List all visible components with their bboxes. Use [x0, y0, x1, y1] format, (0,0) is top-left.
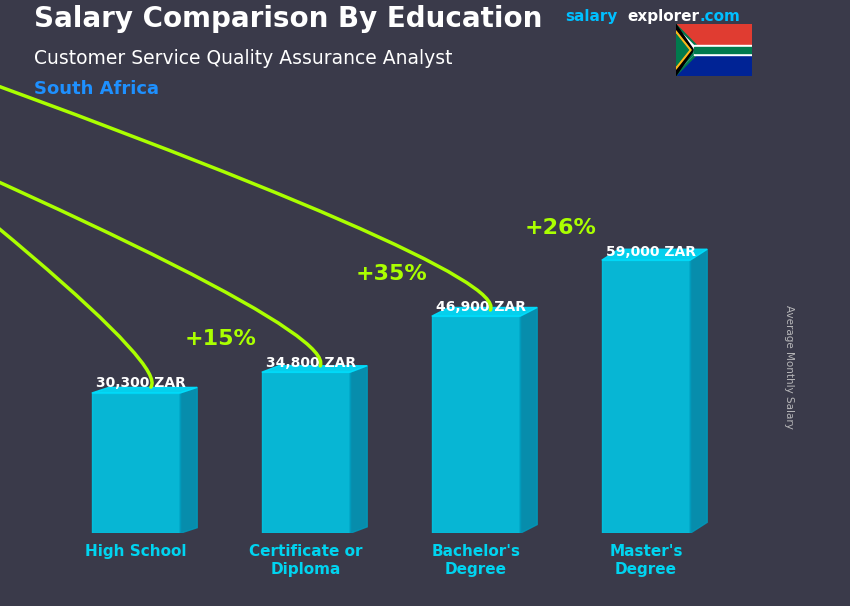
Text: 59,000 ZAR: 59,000 ZAR: [606, 245, 696, 259]
Bar: [694, 45, 752, 55]
Text: .com: .com: [700, 9, 740, 24]
Text: +26%: +26%: [525, 218, 597, 238]
Text: salary: salary: [565, 9, 618, 24]
Text: +15%: +15%: [185, 329, 257, 349]
Polygon shape: [602, 260, 690, 533]
Polygon shape: [262, 372, 350, 533]
Polygon shape: [676, 34, 688, 66]
Polygon shape: [520, 307, 537, 533]
Polygon shape: [432, 307, 537, 316]
Polygon shape: [262, 366, 367, 372]
Polygon shape: [350, 366, 367, 533]
Polygon shape: [676, 27, 698, 73]
Polygon shape: [676, 24, 694, 76]
Text: South Africa: South Africa: [34, 80, 159, 98]
Polygon shape: [92, 393, 180, 533]
Polygon shape: [432, 316, 520, 533]
Text: Average Monthly Salary: Average Monthly Salary: [785, 305, 795, 428]
Polygon shape: [676, 50, 698, 76]
Polygon shape: [676, 31, 691, 69]
Text: Customer Service Quality Assurance Analyst: Customer Service Quality Assurance Analy…: [34, 48, 452, 68]
Polygon shape: [602, 249, 707, 260]
Text: 46,900 ZAR: 46,900 ZAR: [436, 299, 526, 314]
Text: 34,800 ZAR: 34,800 ZAR: [266, 356, 356, 370]
Polygon shape: [676, 24, 701, 76]
Bar: [676, 50, 752, 76]
Text: explorer: explorer: [627, 9, 700, 24]
Text: +35%: +35%: [355, 264, 427, 284]
Text: Salary Comparison By Education: Salary Comparison By Education: [34, 5, 542, 33]
Polygon shape: [180, 387, 197, 533]
Bar: [694, 47, 752, 53]
Polygon shape: [690, 249, 707, 533]
Bar: [676, 24, 752, 50]
Polygon shape: [92, 387, 197, 393]
Text: 30,300 ZAR: 30,300 ZAR: [96, 376, 186, 390]
